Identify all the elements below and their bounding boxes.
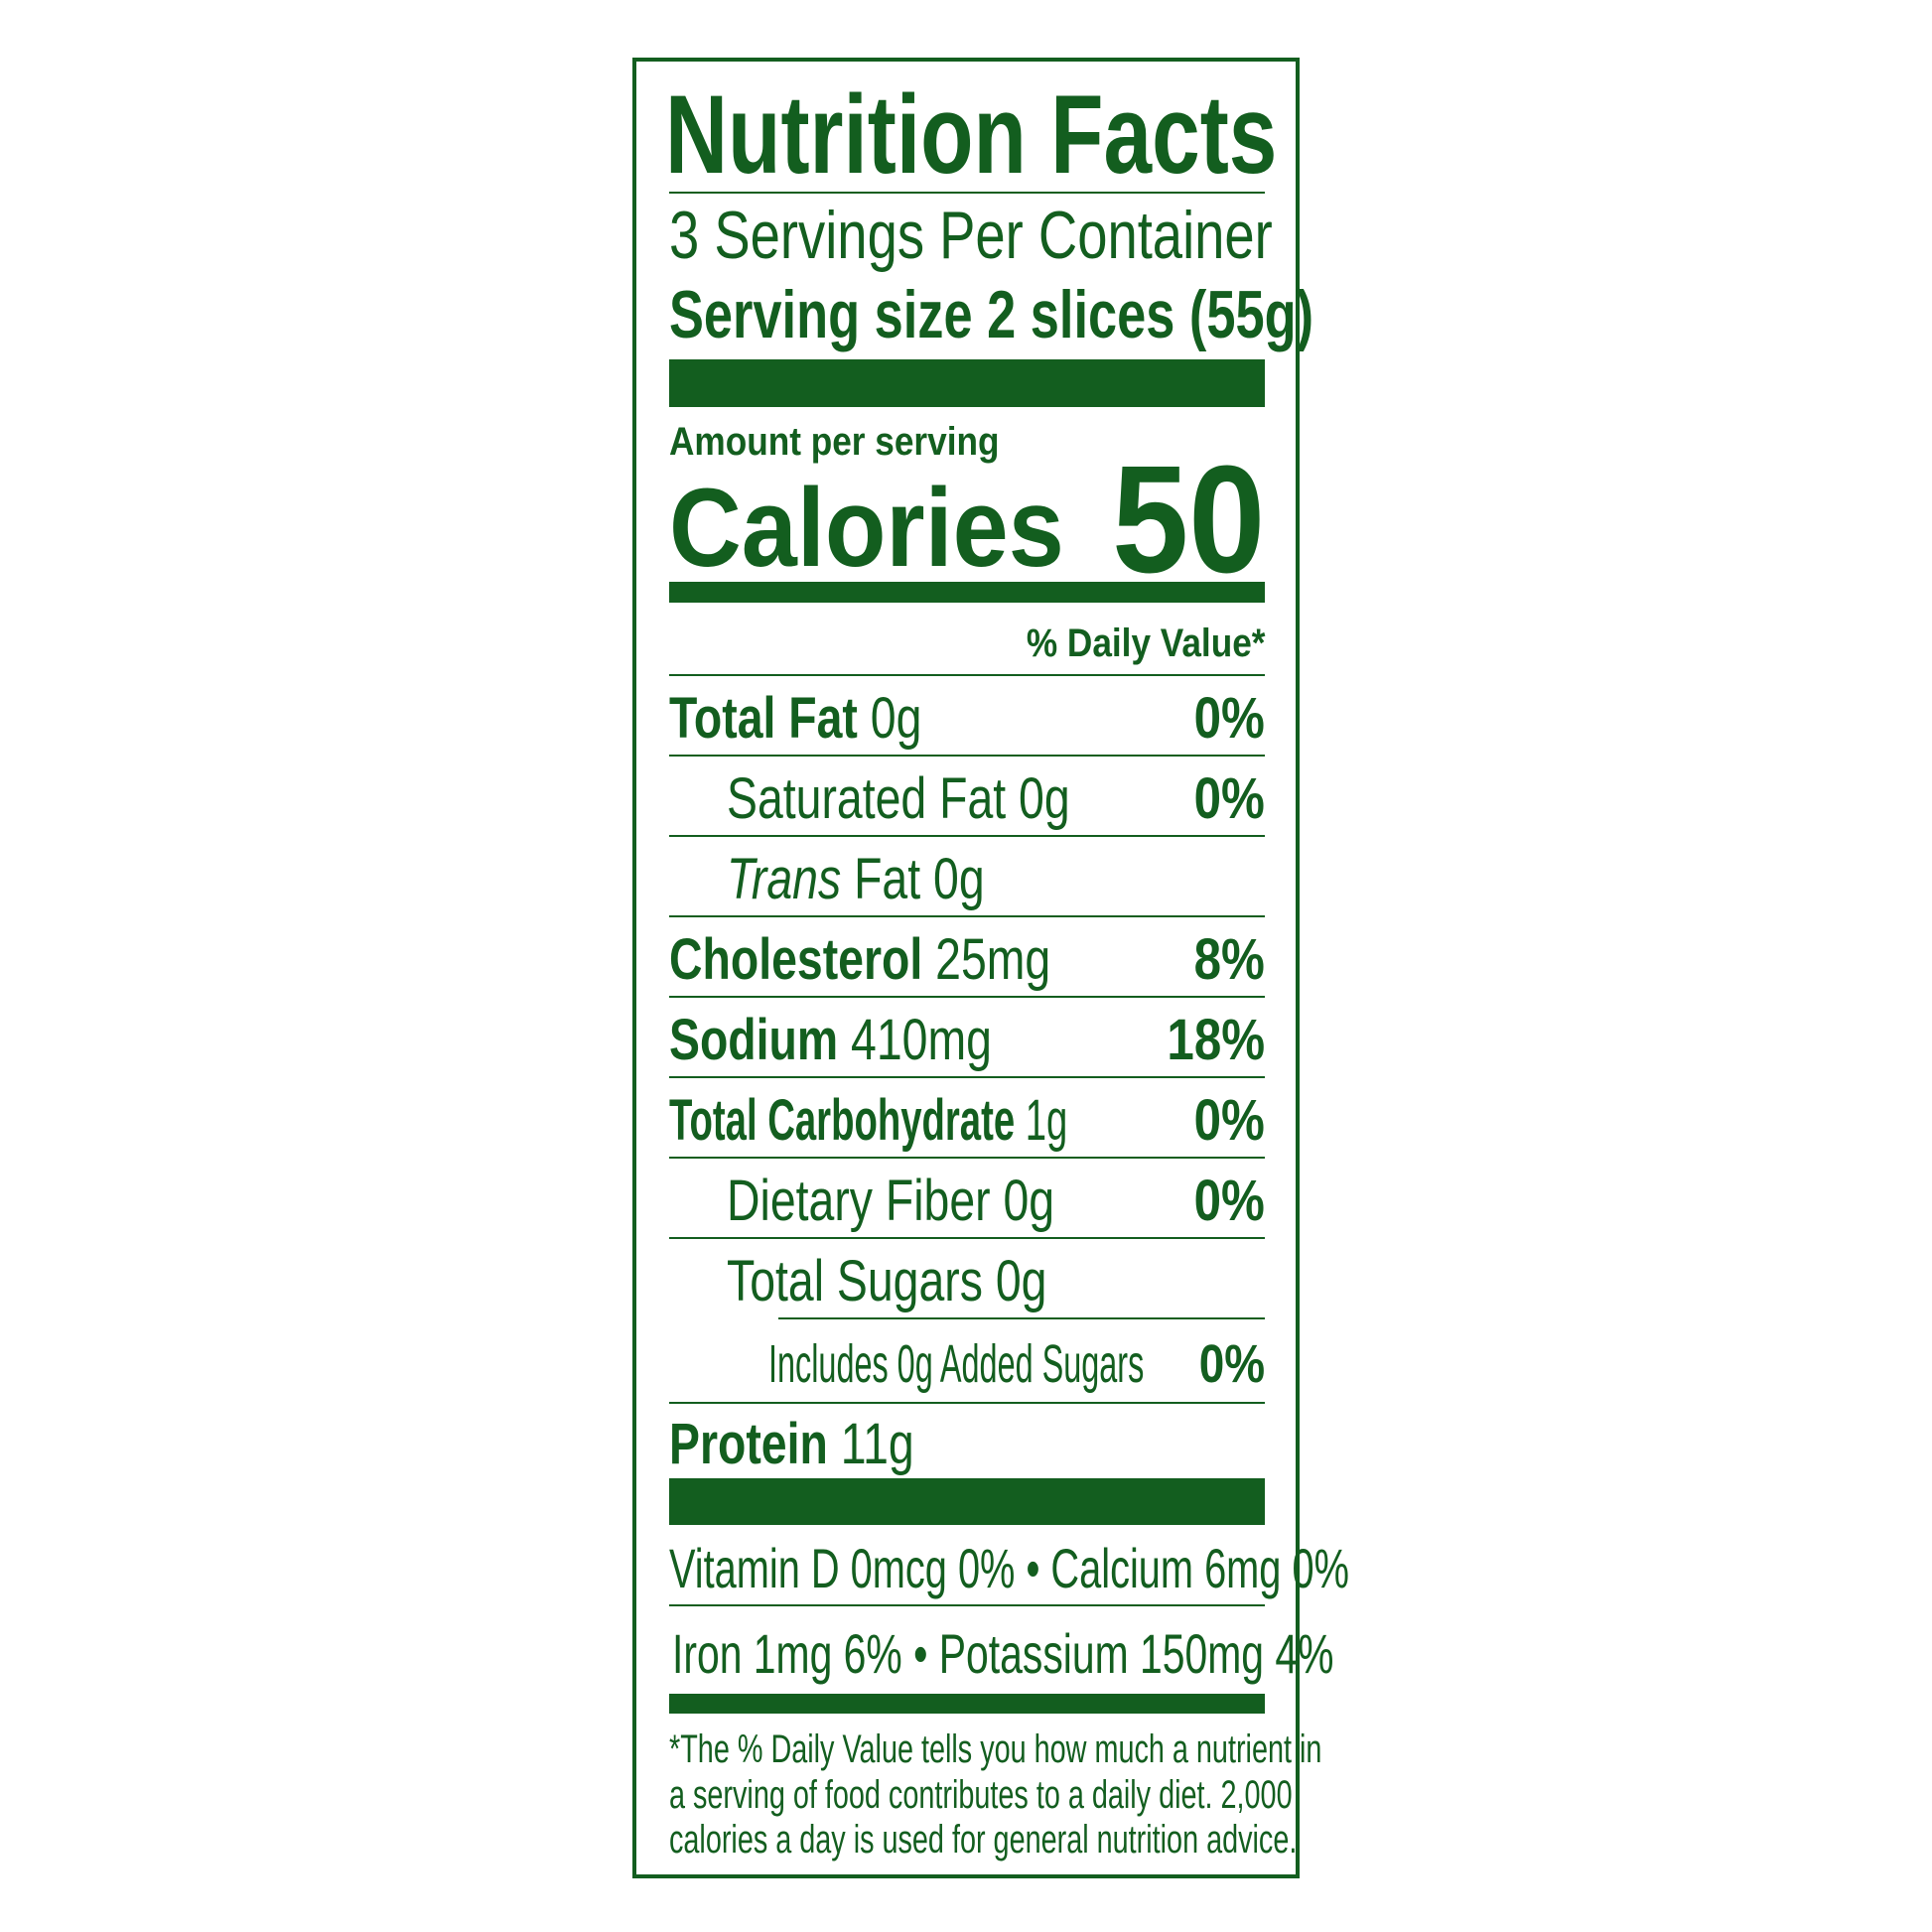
divider-thin — [669, 915, 1265, 917]
divider-thin — [669, 835, 1265, 837]
nutrient-amount: 25mg — [935, 927, 1051, 992]
nutrient-name: Total Fat — [669, 686, 858, 751]
nutrient-name: Dietary Fiber — [727, 1169, 991, 1233]
nutrient-name: Includes 0g Added Sugars — [768, 1334, 1145, 1394]
footnote-line-3: calories a day is used for general nutri… — [669, 1818, 1298, 1862]
nutrient-row-total-sugars: Total Sugars 0g — [669, 1239, 1265, 1319]
divider-medium — [669, 582, 1265, 603]
divider-thin — [669, 1237, 1265, 1239]
nutrient-row-total-fat: Total Fat 0g 0% — [669, 676, 1265, 757]
calories-label: Calories — [669, 466, 1064, 590]
divider-thin — [669, 192, 1265, 194]
divider-thin — [669, 1604, 1265, 1606]
nutrient-amount: 11g — [840, 1412, 914, 1476]
vitamins-minerals-line-2: Iron 1mg 6% • Potassium 150mg 4% — [672, 1622, 1334, 1685]
nutrient-name: Cholesterol — [669, 927, 923, 992]
nutrient-name: Saturated Fat — [727, 766, 1007, 831]
nutrient-amount: 0g — [995, 1249, 1047, 1313]
divider-thin — [778, 1317, 1265, 1319]
amount-per-serving: Amount per serving — [669, 420, 1000, 464]
divider-medium — [669, 1694, 1265, 1714]
divider-thick — [669, 359, 1265, 407]
nutrient-name: Trans — [727, 847, 842, 911]
nutrient-row-dietary-fiber: Dietary Fiber 0g 0% — [669, 1159, 1265, 1239]
nutrition-label-border — [632, 58, 1300, 1878]
calories-value: 50 — [1111, 434, 1265, 605]
nutrient-dv: 0% — [1198, 1334, 1265, 1394]
servings-per-container: 3 Servings Per Container — [669, 198, 1273, 273]
nutrient-amount: 1g — [1025, 1088, 1068, 1153]
nutrient-row-total-carbohydrate: Total Carbohydrate 1g 0% — [669, 1078, 1265, 1159]
nutrient-row-sodium: Sodium 410mg 18% — [669, 998, 1265, 1078]
nutrient-amount: 0g — [933, 847, 985, 911]
nutrient-dv: 0% — [1193, 1088, 1265, 1153]
nutrient-row-protein: Protein 11g — [669, 1404, 1265, 1484]
daily-value-header: % Daily Value* — [1026, 621, 1265, 665]
nutrient-amount: 0g — [870, 686, 922, 751]
nutrient-row-saturated-fat: Saturated Fat 0g 0% — [669, 757, 1265, 837]
nutrient-dv: 18% — [1167, 1008, 1265, 1072]
divider-thin — [669, 1402, 1265, 1404]
divider-thick — [669, 1478, 1265, 1525]
nutrient-name: Sodium — [669, 1008, 839, 1072]
nutrient-dv: 0% — [1193, 686, 1265, 751]
serving-size: Serving size 2 slices (55g) — [669, 281, 1313, 348]
divider-thin — [669, 996, 1265, 998]
nutrient-dv: 8% — [1193, 927, 1265, 992]
footnote-line-2: a serving of food contributes to a daily… — [669, 1773, 1293, 1817]
nutrient-dv: 0% — [1193, 766, 1265, 831]
nutrient-row-trans-fat: Trans Fat 0g — [669, 837, 1265, 917]
serving-size-label: Serving size — [669, 277, 973, 352]
footnote-line-1: *The % Daily Value tells you how much a … — [669, 1727, 1322, 1771]
nutrient-dv: 0% — [1193, 1169, 1265, 1233]
nutrient-amount: 0g — [1019, 766, 1070, 831]
divider-thin — [669, 674, 1265, 676]
serving-size-value: 2 slices (55g) — [987, 277, 1314, 352]
divider-thin — [669, 1076, 1265, 1078]
vitamins-minerals-line-1: Vitamin D 0mcg 0% • Calcium 6mg 0% — [669, 1537, 1349, 1599]
nutrient-amount: 0g — [1003, 1169, 1055, 1233]
nutrient-amount: 410mg — [851, 1008, 992, 1072]
divider-thin — [669, 1157, 1265, 1159]
label-title: Nutrition Facts — [665, 72, 1278, 197]
divider-thin — [669, 755, 1265, 757]
nutrient-name: Total Sugars — [727, 1249, 983, 1313]
nutrient-row-added-sugars: Includes 0g Added Sugars 0% — [669, 1319, 1265, 1403]
nutrient-row-cholesterol: Cholesterol 25mg 8% — [669, 917, 1265, 998]
nutrient-name: Total Carbohydrate — [669, 1088, 1016, 1153]
nutrient-name-rest: Fat — [854, 847, 921, 911]
nutrient-name: Protein — [669, 1412, 828, 1476]
